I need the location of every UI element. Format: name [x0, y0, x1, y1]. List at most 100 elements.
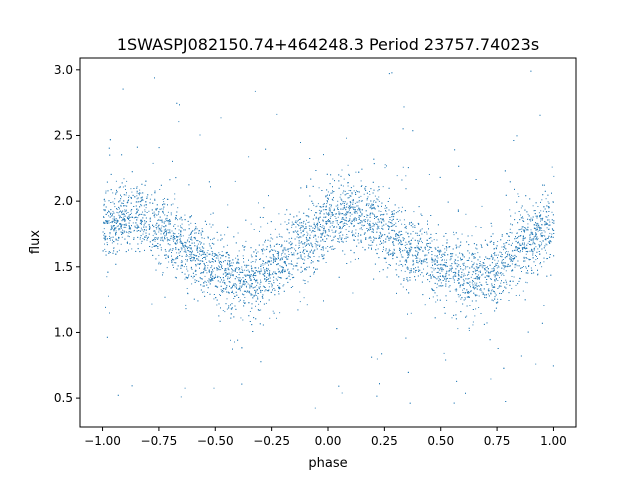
data-point: [238, 301, 240, 303]
data-point: [530, 267, 532, 269]
data-point: [269, 317, 271, 319]
data-point: [535, 363, 537, 365]
data-point: [253, 294, 255, 296]
data-point: [125, 231, 127, 233]
data-point: [190, 222, 192, 224]
data-point: [200, 234, 202, 236]
data-point: [220, 117, 222, 119]
data-point: [315, 246, 317, 248]
data-point: [421, 261, 423, 262]
data-point: [317, 241, 319, 243]
data-point: [127, 212, 129, 213]
data-point: [436, 287, 438, 289]
data-point: [174, 193, 176, 195]
data-point: [121, 154, 123, 156]
data-point: [132, 194, 134, 196]
data-point: [183, 266, 185, 268]
data-point: [369, 227, 371, 229]
data-point: [256, 284, 258, 286]
data-point: [438, 278, 440, 280]
data-point: [313, 272, 315, 273]
data-point: [165, 231, 167, 233]
data-point: [494, 292, 496, 294]
data-point: [278, 293, 280, 295]
data-point: [428, 174, 430, 175]
data-point: [188, 256, 190, 258]
data-point: [175, 217, 177, 219]
data-point: [136, 211, 138, 213]
data-point: [327, 201, 328, 203]
data-point: [552, 229, 554, 231]
data-point: [138, 214, 140, 216]
data-point: [374, 195, 376, 197]
data-point: [119, 216, 121, 218]
data-point: [196, 255, 198, 257]
data-point: [121, 196, 122, 198]
data-point: [479, 264, 481, 266]
data-point: [210, 226, 212, 228]
data-point: [467, 266, 469, 268]
data-point: [238, 262, 240, 264]
data-point: [125, 189, 126, 190]
data-point: [126, 180, 128, 182]
data-point: [163, 232, 165, 234]
data-point: [184, 387, 186, 389]
data-point: [110, 222, 112, 223]
data-point: [224, 272, 226, 274]
data-point: [206, 252, 208, 254]
data-point: [230, 276, 231, 278]
data-point: [124, 185, 126, 187]
data-point: [495, 247, 497, 249]
data-point: [296, 262, 298, 264]
data-point: [535, 234, 537, 236]
data-point: [196, 240, 198, 242]
data-point: [276, 113, 278, 115]
data-point: [157, 219, 159, 221]
data-point: [383, 240, 384, 242]
data-point: [490, 270, 492, 272]
data-point: [341, 237, 343, 239]
data-point: [225, 272, 227, 274]
data-point: [367, 222, 369, 224]
data-point: [104, 235, 106, 237]
data-point: [400, 239, 401, 241]
data-point: [371, 212, 373, 214]
data-point: [398, 221, 399, 222]
data-point: [151, 250, 152, 252]
data-point: [549, 241, 550, 243]
data-point: [193, 237, 195, 239]
data-point: [537, 248, 539, 250]
data-point: [327, 246, 329, 247]
data-point: [436, 272, 438, 273]
data-point: [440, 269, 442, 271]
data-point: [424, 247, 426, 249]
data-point: [468, 244, 470, 246]
data-point: [380, 214, 381, 216]
data-point: [309, 229, 311, 231]
data-point: [476, 276, 478, 278]
data-point: [133, 217, 135, 219]
data-point: [194, 254, 196, 256]
data-point: [420, 274, 421, 276]
data-point: [348, 206, 350, 208]
data-point: [367, 219, 369, 221]
data-point: [279, 265, 281, 267]
data-point: [529, 219, 531, 221]
data-point: [134, 216, 136, 218]
data-point: [387, 267, 389, 269]
data-point: [430, 274, 431, 276]
data-point: [208, 243, 210, 245]
data-point: [532, 239, 534, 241]
data-point: [202, 247, 204, 249]
data-point: [348, 230, 350, 232]
data-point: [444, 251, 446, 253]
data-point: [476, 264, 478, 266]
data-point: [377, 205, 379, 207]
data-point: [403, 279, 405, 281]
data-point: [408, 223, 410, 225]
data-point: [538, 244, 540, 246]
data-point: [394, 213, 395, 215]
data-point: [438, 268, 440, 269]
data-point: [427, 265, 429, 267]
data-point: [154, 77, 155, 79]
